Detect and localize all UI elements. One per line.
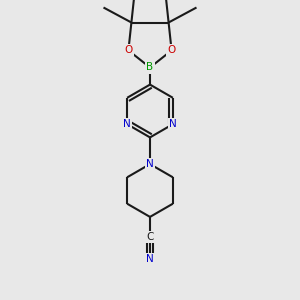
Text: N: N	[146, 159, 154, 169]
Text: O: O	[124, 45, 133, 56]
Text: C: C	[146, 232, 154, 242]
Text: N: N	[123, 119, 131, 129]
Text: N: N	[169, 119, 177, 129]
Text: N: N	[146, 254, 154, 264]
Text: B: B	[146, 62, 154, 73]
Text: O: O	[167, 45, 176, 56]
